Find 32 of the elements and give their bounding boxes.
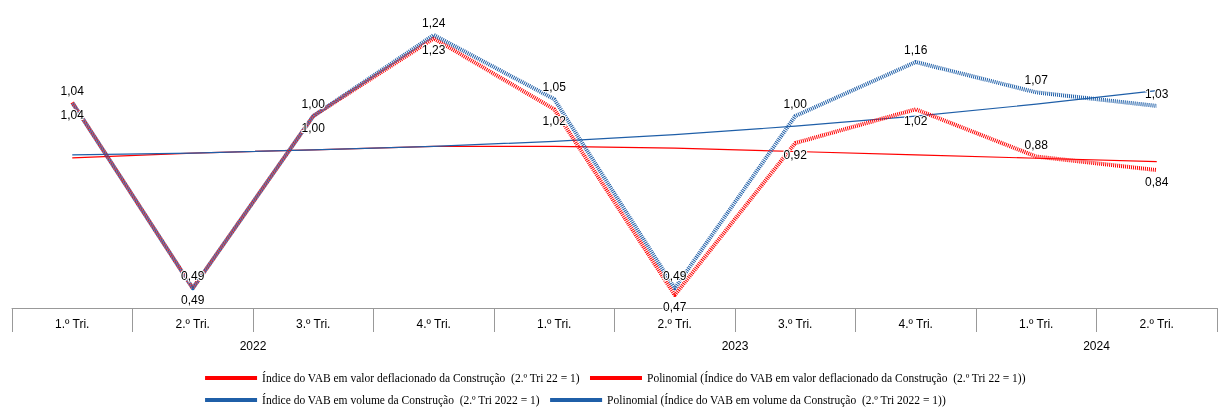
x-tick-label: 2.º Tri. xyxy=(1139,317,1174,331)
data-label: 1,24 xyxy=(422,16,446,30)
data-label: 1,07 xyxy=(1024,73,1049,88)
legend-label: Índice do VAB em valor deflacionado da Construção (2.º Tri 22 = 1) xyxy=(262,371,580,385)
x-tick-label: 4.º Tri. xyxy=(416,317,451,331)
x-tick-label: 1.º Tri. xyxy=(55,317,90,331)
data-label: 1,02 xyxy=(904,114,928,129)
data-label: 1,04 xyxy=(60,83,85,98)
data-label: 1,00 xyxy=(301,97,326,112)
legend-label: Índice do VAB em volume da Construção (2.º Tri 2022 = 1) xyxy=(262,393,540,407)
x-tick-label: 1.º Tri. xyxy=(1019,317,1054,331)
data-label: 1,23 xyxy=(422,43,446,58)
data-label: 1,16 xyxy=(904,43,928,58)
data-label: 1,03 xyxy=(1145,86,1169,101)
x-tick-label: 2.º Tri. xyxy=(175,317,210,331)
data-label: 0,84 xyxy=(1145,175,1169,190)
data-label: 0,92 xyxy=(783,148,808,163)
text: 2024 xyxy=(1083,339,1111,353)
text: 2023 xyxy=(721,339,749,353)
legend-label: Polinomial (Índice do VAB em volume da Construção (2.º Tri 2022 = 1)) xyxy=(607,393,946,407)
data-label: 1,00 xyxy=(783,97,808,112)
legend-label: Polinomial (Índice do VAB em valor deflacionado da Construção (2.º Tri 22 = 1)) xyxy=(647,371,1026,385)
text: 2022 xyxy=(239,339,267,353)
x-tick-label: 1.º Tri. xyxy=(537,317,572,331)
x-tick-label: 3.º Tri. xyxy=(296,317,331,331)
data-label: 0,47 xyxy=(663,300,687,314)
data-label: 1,05 xyxy=(542,80,567,95)
data-label: 0,88 xyxy=(1024,137,1049,152)
x-tick-label: 4.º Tri. xyxy=(898,317,933,331)
x-tick-label: 3.º Tri. xyxy=(778,317,813,331)
x-tick-label: 2.º Tri. xyxy=(657,317,692,331)
data-label: 0,49 xyxy=(181,293,205,308)
